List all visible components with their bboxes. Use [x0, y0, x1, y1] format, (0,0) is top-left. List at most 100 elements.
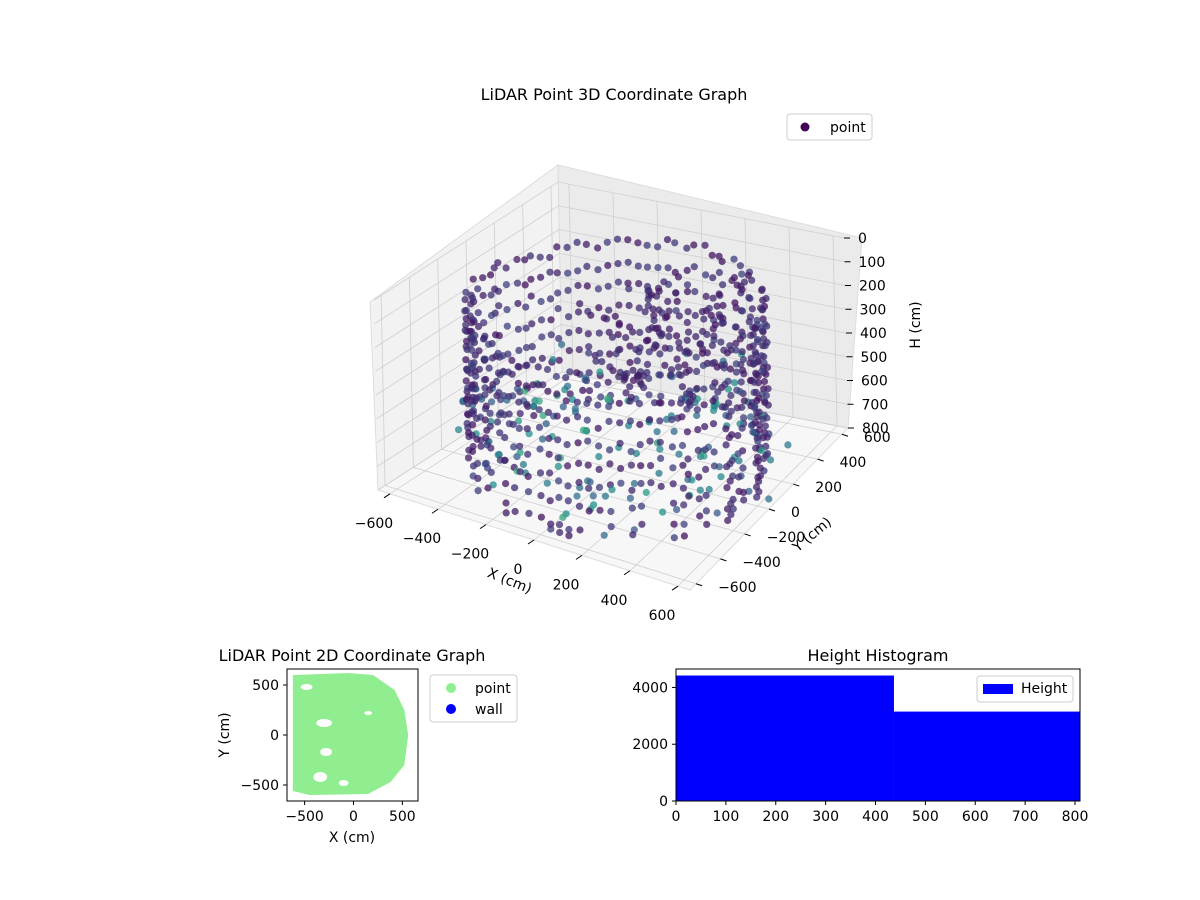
histogram-x-tick-label: 800: [1062, 809, 1089, 825]
data-point-3d: [608, 486, 616, 494]
data-point-3d: [701, 423, 709, 431]
data-point-3d: [693, 384, 701, 393]
y-tick-mark: [768, 508, 776, 512]
data-point-3d: [726, 365, 735, 373]
data-point-3d: [614, 260, 622, 268]
data-point-3d: [751, 418, 759, 426]
data-point-3d: [723, 505, 732, 513]
data-point-3d: [481, 332, 489, 340]
data-point-3d: [656, 445, 664, 453]
data-point-3d: [756, 464, 764, 472]
data-point-3d: [575, 459, 583, 467]
data-point-3d: [461, 296, 469, 304]
data-point-3d: [575, 478, 583, 487]
data-point-3d: [482, 434, 490, 442]
data-point-3d: [684, 308, 692, 316]
data-point-3d: [696, 340, 704, 348]
data-point-3d: [474, 474, 482, 482]
data-point-3d: [700, 315, 708, 323]
data-point-3d: [670, 534, 678, 542]
data-point-3d: [596, 506, 604, 514]
data-point-3d: [651, 341, 659, 349]
data-point-3d: [656, 350, 664, 358]
data-point-3d: [524, 450, 532, 458]
data-point-3d: [690, 241, 698, 249]
data-point-3d: [603, 238, 611, 246]
data-point-3d: [626, 358, 634, 367]
data-point-3d: [699, 327, 707, 336]
points-2d: [292, 673, 409, 795]
data-point-3d: [574, 281, 582, 290]
x-tick-label: 400: [601, 593, 628, 609]
data-point-3d: [474, 285, 482, 293]
data-point-3d: [629, 531, 637, 539]
data-point-3d: [487, 468, 495, 476]
data-point-3d: [514, 362, 522, 371]
ticks-2d: −500 0 500 −500 0 500: [241, 678, 416, 825]
data-point-3d: [585, 343, 593, 351]
data-point-3d: [657, 482, 665, 490]
data-point-3d: [499, 367, 507, 375]
data-point-3d: [709, 294, 717, 302]
data-point-3d: [529, 381, 537, 389]
data-point-3d: [717, 473, 725, 481]
data-point-3d: [595, 483, 604, 491]
point-cloud-gap: [313, 772, 328, 782]
data-point-3d: [635, 400, 644, 408]
legend-2d-wall-label: wall: [475, 702, 503, 718]
data-point-3d: [555, 334, 563, 343]
legend-3d-marker: [800, 122, 810, 132]
grid-line-z: [374, 229, 846, 348]
y-tick-mark: [720, 558, 727, 562]
data-point-3d: [675, 312, 684, 320]
data-point-3d: [656, 417, 664, 425]
data-point-3d: [752, 444, 760, 452]
data-point-3d: [658, 330, 666, 338]
grid-line-floor-x: [389, 373, 574, 495]
data-point-3d: [473, 414, 481, 422]
data-point-3d: [487, 291, 495, 299]
histogram-x-tick-label: 300: [812, 809, 839, 825]
data-point-3d: [509, 420, 517, 429]
data-point-3d: [724, 516, 732, 525]
data-point-3d: [467, 291, 475, 299]
data-point-3d: [763, 363, 772, 371]
data-point-3d: [762, 294, 770, 303]
data-point-3d: [702, 507, 711, 515]
data-point-3d: [670, 520, 678, 528]
data-point-3d: [592, 357, 600, 365]
data-point-3d: [760, 377, 769, 386]
data-point-3d: [699, 361, 708, 370]
data-point-3d: [583, 416, 591, 424]
data-point-3d: [538, 354, 546, 362]
data-point-3d: [735, 487, 743, 495]
data-point-3d: [484, 484, 492, 492]
data-point-3d: [582, 427, 591, 435]
data-point-3d: [725, 434, 733, 442]
data-point-3d: [514, 299, 522, 308]
x-tick-label-2d: 0: [349, 809, 358, 825]
data-point-3d: [474, 487, 482, 495]
data-point-3d: [661, 361, 669, 369]
data-point-3d: [500, 411, 508, 419]
chart-histogram: Height Histogram 0 100 200 300 400 500 600 700 8…: [632, 646, 1088, 825]
data-point-3d: [467, 359, 475, 367]
data-point-3d: [586, 478, 594, 486]
data-point-3d: [563, 441, 571, 449]
data-point-3d: [493, 418, 502, 426]
x-tick-label: 0: [514, 562, 523, 578]
data-point-3d: [740, 397, 749, 405]
axes-3d: −600 −400 −200 0 200 400 600 −600 −400 −200 0 200 40…: [355, 231, 891, 624]
data-point-3d: [735, 473, 743, 481]
data-point-3d: [500, 392, 508, 400]
data-point-3d: [514, 417, 523, 425]
data-point-3d: [753, 493, 761, 501]
data-point-3d: [552, 372, 561, 381]
data-point-3d: [553, 243, 561, 251]
data-point-3d: [754, 336, 762, 344]
data-point-3d: [527, 275, 535, 283]
data-point-3d: [655, 399, 664, 407]
data-point-3d: [519, 460, 528, 469]
data-point-3d: [472, 372, 480, 380]
data-point-3d: [661, 344, 669, 352]
